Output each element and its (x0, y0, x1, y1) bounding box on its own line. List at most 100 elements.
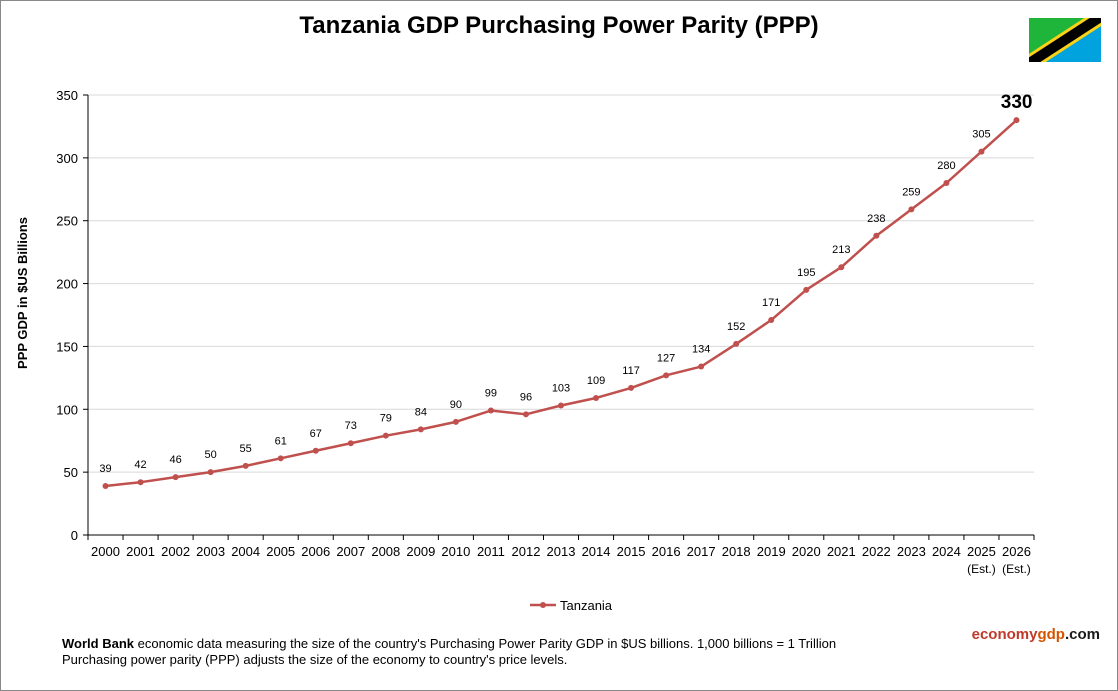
x-tick-label: 2003 (196, 544, 225, 559)
x-tick-label: 2016 (652, 544, 681, 559)
y-tick-label: 200 (56, 277, 78, 292)
data-point (417, 426, 424, 433)
data-label: 42 (134, 459, 146, 471)
data-label: 238 (867, 213, 885, 225)
data-label: 103 (552, 383, 570, 395)
x-tick-label: 2005 (266, 544, 295, 559)
y-axis-ticks: 0 50 100 150 200 250 300 350 (56, 88, 88, 543)
data-point (943, 180, 950, 186)
brand-part-3: .com (1064, 626, 1100, 643)
data-label: 134 (692, 344, 710, 356)
data-label: 90 (450, 399, 462, 411)
tanzania-flag-icon (1029, 18, 1101, 62)
data-label: 61 (275, 435, 287, 447)
chart-title: Tanzania GDP Purchasing Power Parity (PP… (299, 12, 819, 39)
data-label: 46 (169, 454, 181, 466)
data-point (978, 148, 985, 155)
data-point (803, 286, 810, 293)
data-label: 330 (1001, 92, 1033, 113)
y-tick-label: 350 (56, 88, 78, 103)
legend-swatch-marker (540, 602, 546, 608)
y-tick-label: 100 (56, 402, 78, 417)
legend-label: Tanzania (560, 598, 613, 613)
x-tick-label: 2018 (722, 544, 751, 559)
x-tick-label: 2000 (91, 544, 120, 559)
data-label: 73 (345, 420, 357, 432)
legend: Tanzania (530, 598, 613, 613)
x-tick-label: 2010 (441, 544, 470, 559)
x-axis-ticks: 2000 2001 2002 2003 2004 2005 2006 2007 2008 2009… (87, 535, 1035, 576)
data-label: 195 (797, 267, 815, 279)
data-point (873, 232, 880, 239)
x-tick-label: 2021 (827, 544, 856, 559)
data-point (628, 384, 635, 391)
x-tick-label: 2015 (617, 544, 646, 559)
data-point (242, 462, 249, 469)
x-tick-label: 2013 (547, 544, 576, 559)
x-tick-label: 2022 (862, 544, 891, 559)
x-tick-label: 2014 (582, 544, 611, 559)
x-tick-label: 2004 (231, 544, 260, 559)
brand-part-1: economy (971, 626, 1038, 643)
axes (87, 95, 1034, 536)
y-tick-label: 50 (64, 465, 78, 480)
data-point (487, 407, 494, 414)
gridlines (88, 94, 1034, 473)
x-tick-label: 2019 (757, 544, 786, 559)
data-label: 50 (205, 449, 217, 461)
data-point (558, 402, 564, 409)
x-tick-label: 2025 (967, 544, 996, 559)
data-label: 280 (937, 160, 955, 172)
x-tick-label: 2007 (336, 544, 365, 559)
data-point (382, 432, 389, 439)
footer-text-1: economic data measuring the size of the … (134, 636, 837, 651)
footer-line-2: Purchasing power parity (PPP) adjusts th… (62, 652, 568, 667)
footer-source: World Bank (62, 636, 134, 651)
data-point (452, 418, 459, 425)
footer-line-1: World Bank economic data measuring the s… (62, 636, 942, 652)
data-point (663, 372, 670, 379)
data-point (277, 455, 284, 462)
data-label: 109 (587, 375, 605, 387)
x-tick-label: 2006 (301, 544, 330, 559)
y-tick-label: 150 (56, 339, 78, 354)
data-point (102, 482, 109, 489)
data-labels: 39 42 46 50 55 61 67 73 79 84 90 99 96 103 109 117 127 13… (99, 92, 1032, 475)
x-tick-label: 2024 (932, 544, 961, 559)
x-tick-sublabel: (Est.) (967, 562, 996, 576)
data-label: 96 (520, 391, 532, 403)
data-point (522, 411, 529, 418)
x-tick-label: 2017 (687, 544, 716, 559)
data-label: 127 (657, 352, 675, 364)
x-tick-label: 2008 (371, 544, 400, 559)
data-point (1013, 117, 1020, 124)
brand-logo[interactable]: economygdp.com (972, 626, 1100, 643)
x-tick-label: 2001 (126, 544, 155, 559)
data-point (908, 206, 915, 213)
data-label: 152 (727, 321, 745, 333)
data-point (733, 340, 740, 347)
data-label: 67 (310, 428, 322, 440)
flag-black-band (1029, 18, 1101, 62)
x-tick-label: 2012 (512, 544, 541, 559)
y-tick-label: 300 (56, 151, 78, 166)
data-label: 171 (762, 297, 780, 309)
data-point (312, 447, 319, 454)
x-tick-label: 2011 (477, 544, 505, 559)
x-tick-sublabel: (Est.) (1002, 562, 1031, 576)
data-point (347, 440, 354, 447)
x-tick-label: 2026 (1002, 544, 1031, 559)
data-point (838, 264, 845, 271)
data-point (137, 479, 144, 486)
data-point (207, 469, 214, 476)
brand-part-2: gdp (1037, 626, 1065, 643)
data-point (593, 394, 600, 401)
data-label: 55 (240, 443, 252, 455)
x-tick-label: 2020 (792, 544, 821, 559)
data-label: 39 (99, 463, 111, 475)
data-point (698, 363, 705, 370)
x-tick-label: 2009 (406, 544, 435, 559)
data-point (172, 474, 179, 481)
